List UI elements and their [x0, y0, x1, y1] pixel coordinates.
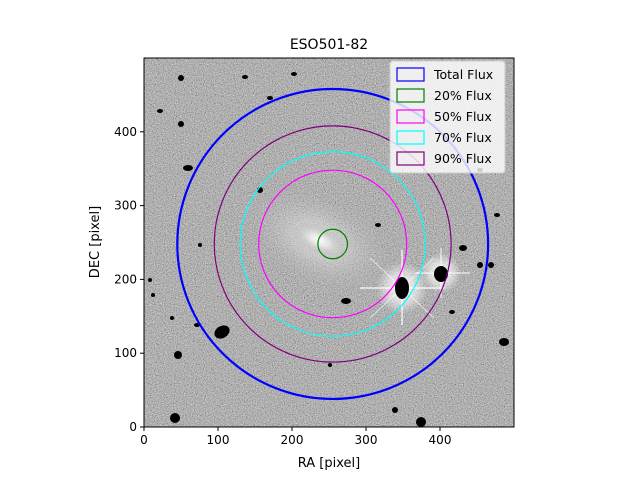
legend-label-70pct-flux: 70% Flux [434, 130, 492, 145]
aperture-50pct-flux [258, 169, 408, 319]
x-tick-label: 300 [355, 433, 378, 447]
masked-regions [148, 72, 509, 427]
legend: Total Flux 20% Flux 50% Flux 70% Flux 90% Fl… [389, 60, 506, 174]
x-axis: 0 100 200 300 400 [140, 427, 451, 447]
x-tick-label: 0 [140, 433, 148, 447]
y-tick-label: 200 [114, 272, 137, 286]
legend-swatch-90pct-flux [396, 151, 425, 166]
y-tick-label: 0 [129, 420, 137, 434]
legend-swatch-70pct-flux [396, 130, 425, 145]
y-tick-label: 400 [114, 125, 137, 139]
x-tick-label: 400 [429, 433, 452, 447]
legend-swatch-total-flux [396, 67, 425, 82]
aperture-total-flux [176, 87, 490, 401]
aperture-circles [176, 87, 490, 401]
x-tick-label: 200 [281, 433, 304, 447]
plot-frame [143, 57, 515, 428]
legend-label-20pct-flux: 20% Flux [434, 88, 492, 103]
x-tick-label: 100 [207, 433, 230, 447]
legend-label-50pct-flux: 50% Flux [434, 109, 492, 124]
legend-label-total-flux: Total Flux [433, 67, 493, 82]
legend-label-90pct-flux: 90% Flux [434, 151, 492, 166]
x-axis-label: RA [pixel] [298, 456, 360, 471]
y-axis: 0 100 200 300 400 [114, 125, 144, 434]
aperture-20pct-flux [317, 228, 349, 260]
chart-title: ESO501-82 [290, 37, 368, 53]
aperture-90pct-flux [213, 125, 452, 363]
aperture-70pct-flux [239, 151, 426, 337]
legend-swatch-50pct-flux [396, 109, 425, 124]
y-tick-label: 100 [114, 346, 137, 360]
legend-swatch-20pct-flux [396, 88, 425, 103]
y-axis-label: DEC [pixel] [88, 206, 103, 278]
bright-star-right [415, 248, 470, 298]
y-tick-label: 300 [114, 199, 137, 213]
